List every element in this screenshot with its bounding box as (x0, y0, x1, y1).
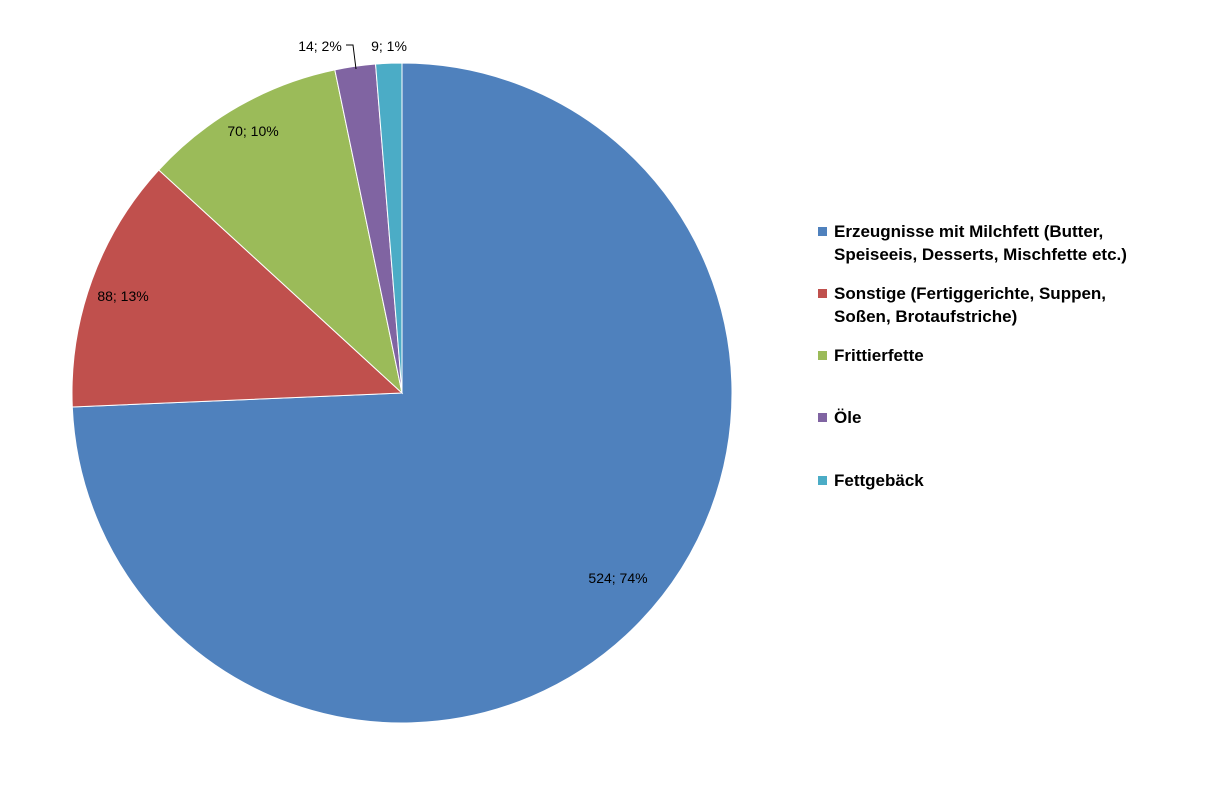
data-label-3: 70; 10% (227, 123, 278, 139)
legend: Erzeugnisse mit Milchfett (Butter, Speise… (818, 220, 1208, 492)
pie-slice-3 (158, 69, 403, 395)
data-label-5: 9; 1% (371, 38, 407, 54)
data-label-2: 88; 13% (97, 288, 148, 304)
pie-slice-5 (375, 62, 403, 394)
data-label-1: 524; 74% (588, 570, 647, 586)
leader-lines (346, 44, 357, 70)
legend-label-line: Erzeugnisse mit Milchfett (Butter, (834, 222, 1104, 241)
legend-swatch (818, 351, 827, 360)
pie-slices (71, 62, 733, 724)
legend-label-line: Frittierfette (834, 346, 924, 365)
legend-label-line: Öle (834, 408, 862, 427)
pie-slice-2 (71, 169, 404, 408)
data-label-4: 14; 2% (298, 38, 342, 54)
legend-item-5: Fettgebäck (818, 469, 1208, 492)
legend-label-line: Soßen, Brotaufstriche) (834, 307, 1018, 326)
leader-line-oele (346, 44, 357, 70)
legend-item-3: Frittierfette (818, 344, 1208, 367)
legend-swatch (818, 476, 827, 485)
legend-swatch (818, 289, 827, 298)
legend-swatch (818, 227, 827, 236)
legend-item-4: Öle (818, 406, 1208, 429)
legend-label-line: Speiseeis, Desserts, Mischfette etc.) (834, 245, 1127, 264)
legend-item-2: Sonstige (Fertiggerichte, Suppen, Soßen, … (818, 282, 1208, 328)
legend-label-line: Sonstige (Fertiggerichte, Suppen, (834, 284, 1107, 303)
legend-swatch (818, 413, 827, 422)
data-labels: 524; 74% 88; 13% 70; 10% 14; 2% 9; 1% (97, 38, 647, 586)
legend-item-1: Erzeugnisse mit Milchfett (Butter, Speise… (818, 220, 1208, 266)
legend-label-line: Fettgebäck (834, 471, 924, 490)
